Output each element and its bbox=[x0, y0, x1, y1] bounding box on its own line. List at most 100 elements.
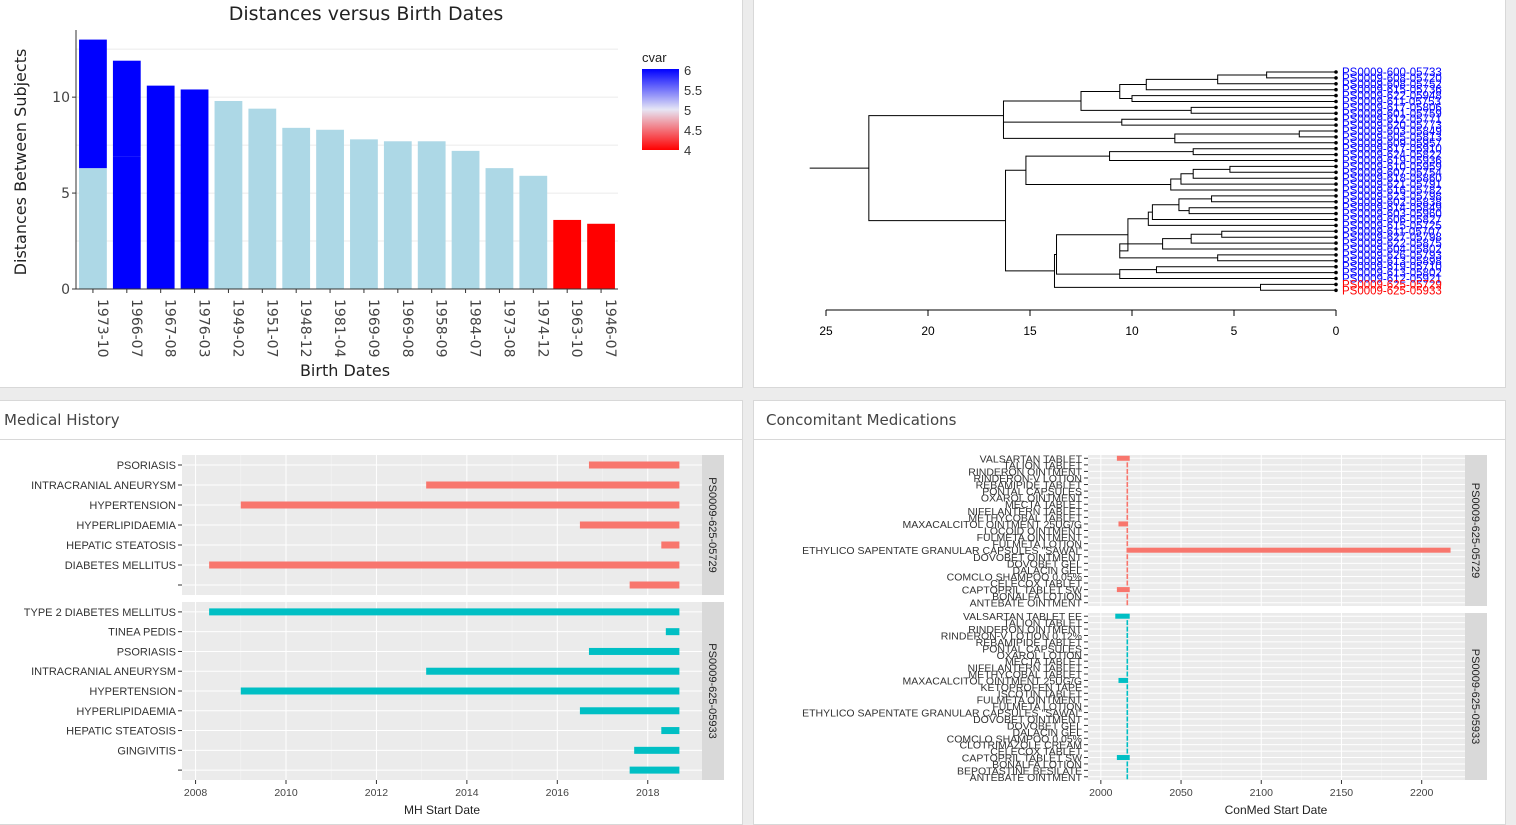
leaf-label: PS0009-614-05849 bbox=[1342, 203, 1442, 215]
term-label: VALSARTAN TABLET EE bbox=[963, 611, 1082, 623]
bar bbox=[350, 139, 378, 289]
term-label: FULMETA LOTION bbox=[992, 539, 1082, 551]
event-bar bbox=[629, 581, 680, 589]
bar bbox=[180, 89, 209, 289]
bar bbox=[146, 85, 175, 289]
facet-strip bbox=[702, 455, 724, 595]
dendrogram-link bbox=[1217, 74, 1336, 85]
dendrogram-link bbox=[1119, 218, 1149, 252]
event-bar bbox=[1126, 671, 1129, 677]
facet-strip bbox=[702, 602, 724, 780]
term-label: METHYCOBAL TABLET bbox=[968, 669, 1082, 681]
x-tick-label: 1967-08 bbox=[162, 299, 178, 358]
leaf-point bbox=[1334, 205, 1338, 210]
event-bar bbox=[1126, 600, 1129, 606]
leaf-point bbox=[1334, 158, 1338, 163]
x-tick-label: 1969-09 bbox=[365, 299, 381, 358]
leaf-label: PS0009-609-05957 bbox=[1342, 138, 1442, 150]
x-tick-label: 1951-07 bbox=[263, 299, 279, 358]
event-bar bbox=[1126, 710, 1129, 716]
term-label: HEPATIC STEATOSIS bbox=[66, 726, 176, 738]
leaf-label: PS0009-626-05793 bbox=[1342, 250, 1442, 262]
event-bar bbox=[1126, 748, 1129, 754]
leaf-point bbox=[1334, 70, 1338, 74]
term-label: PSORIASIS bbox=[117, 646, 176, 658]
leaf-label: PS0009-613-05802 bbox=[1342, 268, 1442, 280]
dendrogram-link bbox=[1005, 169, 1055, 272]
leaf-label: PS0009-620-05773 bbox=[1342, 120, 1442, 132]
event-bar bbox=[1126, 580, 1129, 586]
dendrogram-link bbox=[1188, 207, 1336, 215]
term-label: RINDERON-V LOTION bbox=[973, 473, 1082, 485]
event-bar bbox=[1126, 495, 1129, 501]
term-label: MECTA TABLET bbox=[1005, 499, 1083, 511]
term-label: VALSARTAN TABLET bbox=[980, 453, 1083, 465]
term-label: FULMETA OINTMENT bbox=[977, 695, 1083, 707]
event-bar bbox=[1126, 742, 1129, 748]
term-label: NIFELANTERN TABLET bbox=[967, 663, 1082, 675]
leaf-point bbox=[1334, 105, 1338, 110]
y-tick-label: 0 bbox=[61, 282, 70, 298]
x-tick-label: 0 bbox=[1333, 324, 1340, 338]
x-tick-label: 2150 bbox=[1330, 787, 1354, 799]
dendrogram-link bbox=[1155, 266, 1336, 274]
leaf-point bbox=[1334, 76, 1338, 80]
leaf-point bbox=[1334, 87, 1338, 92]
dendrogram-link bbox=[1174, 133, 1336, 144]
event-bar bbox=[1126, 632, 1129, 638]
term-label: CAPTOPRIL TABLET SW bbox=[962, 753, 1082, 765]
term-label: BONALFA LOTION bbox=[992, 591, 1082, 603]
leaf-point bbox=[1334, 264, 1338, 269]
event-bar bbox=[1126, 729, 1129, 735]
x-tick-label: 2010 bbox=[274, 787, 298, 799]
legend-label: 4 bbox=[684, 143, 691, 158]
leaf-label: PS0009-625-05933 bbox=[1342, 285, 1442, 297]
term-label: CELECOX TABLET bbox=[990, 746, 1082, 758]
x-tick-label: 2012 bbox=[365, 787, 389, 799]
bar bbox=[417, 141, 446, 289]
leaf-point bbox=[1334, 235, 1338, 239]
event-bar bbox=[1126, 690, 1129, 696]
dendrogram-link bbox=[1056, 234, 1128, 275]
term-label: LOCOID OINTMENT bbox=[984, 526, 1083, 538]
x-tick-label: 1958-09 bbox=[433, 299, 449, 358]
term-label: REBAMIPIDE TABLET bbox=[976, 637, 1083, 649]
term-label: INTRACRANIAL ANEURYSM bbox=[31, 666, 176, 678]
leaf-point bbox=[1334, 188, 1338, 192]
distance-bar-chart: Distances versus Birth Dates Distances B… bbox=[11, 3, 702, 380]
event-bar bbox=[209, 608, 680, 616]
event-bar bbox=[1126, 554, 1129, 560]
leaf-label: PS0009-615-05725 bbox=[1342, 220, 1442, 232]
event-bar bbox=[1126, 639, 1129, 645]
event-bar bbox=[1126, 508, 1129, 514]
leaf-point bbox=[1334, 259, 1338, 263]
dendrogram-link bbox=[1025, 155, 1171, 185]
leaf-label: PS0009-615-05736 bbox=[1342, 85, 1442, 97]
leaf-label: PS0009-622-05948 bbox=[1342, 91, 1442, 103]
bar bbox=[248, 108, 277, 289]
term-label: CLOTRIMAZOLE CREAM bbox=[959, 740, 1082, 752]
term-label: DOVOBET GEL bbox=[1007, 558, 1082, 570]
x-tick-label: 2200 bbox=[1410, 787, 1434, 799]
term-label: FULMETA OINTMENT bbox=[977, 532, 1083, 544]
term-label: ETHYLICO SAPENTATE GRANULAR CAPSULES "SA… bbox=[802, 708, 1082, 720]
x-tick-label: 2050 bbox=[1169, 787, 1193, 799]
dendrogram-link bbox=[1119, 243, 1218, 259]
x-axis-label: MH Start Date bbox=[404, 803, 480, 817]
term-label: RINDERON-V LOTION 0.12% bbox=[941, 630, 1082, 642]
distance-chart-panel: Distances versus Birth Dates Distances B… bbox=[0, 0, 743, 388]
event-bar bbox=[1126, 626, 1129, 632]
dendrogram-link bbox=[1145, 78, 1336, 91]
term-label: PONTAL CAPSULES bbox=[982, 643, 1082, 655]
dendrogram-link bbox=[1080, 91, 1192, 111]
bar bbox=[587, 223, 615, 289]
leaf-label: PS0009-619-05936 bbox=[1342, 156, 1442, 168]
bar bbox=[112, 156, 141, 289]
leaf-label: PS0009-619-05710 bbox=[1342, 262, 1442, 274]
term-label: HEPATIC STEATOSIS bbox=[66, 540, 176, 552]
event-bar bbox=[1126, 767, 1129, 773]
term-label: GINGIVITIS bbox=[117, 745, 176, 757]
leaf-label: PS0009-617-05806 bbox=[1342, 102, 1442, 114]
x-tick-label: 1946-07 bbox=[602, 299, 618, 358]
leaf-point bbox=[1334, 194, 1338, 198]
